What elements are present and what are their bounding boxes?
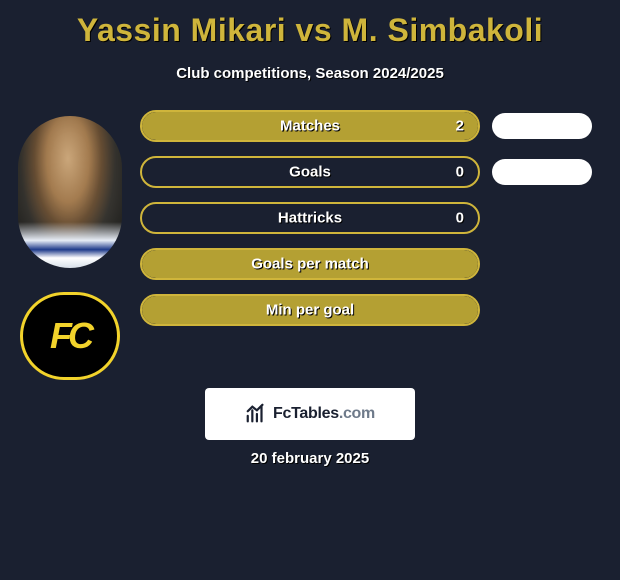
stat-bar-left: Goals 0 (140, 156, 480, 188)
stat-row: Goals per match (140, 248, 612, 280)
club-badge-text: FC (50, 318, 90, 354)
stat-row: Hattricks 0 (140, 202, 612, 234)
stat-bar-left: Goals per match (140, 248, 480, 280)
stat-label: Matches (280, 118, 340, 135)
footer-attribution: FcTables.com (205, 388, 415, 440)
chart-icon (245, 403, 267, 425)
stat-bar-left: Min per goal (140, 294, 480, 326)
club-badge: FC (20, 292, 120, 380)
subtitle: Club competitions, Season 2024/2025 (0, 65, 620, 82)
stat-row: Goals 0 (140, 156, 612, 188)
stat-label: Goals (289, 164, 331, 181)
stat-label: Min per goal (266, 302, 354, 319)
footer-brand-suffix: .com (339, 405, 375, 422)
stat-bars: Matches 2 Goals 0 Hattricks 0 Goals per match M… (140, 110, 620, 380)
content-area: FC Matches 2 Goals 0 Hattricks 0 Goals per mat… (0, 110, 620, 380)
page-title: Yassin Mikari vs M. Simbakoli (0, 0, 620, 49)
stat-value: 0 (456, 164, 464, 181)
stat-label: Hattricks (278, 210, 342, 227)
stat-bar-left: Matches 2 (140, 110, 480, 142)
footer-brand-main: FcTables (273, 405, 339, 422)
player-avatar (18, 116, 122, 268)
footer-date: 20 february 2025 (251, 450, 369, 467)
stat-value: 2 (456, 118, 464, 135)
stat-value: 0 (456, 210, 464, 227)
stat-label: Goals per match (251, 256, 369, 273)
stat-row: Min per goal (140, 294, 612, 326)
stat-row: Matches 2 (140, 110, 612, 142)
left-column: FC (0, 110, 140, 380)
stat-bar-left: Hattricks 0 (140, 202, 480, 234)
footer-brand: FcTables.com (273, 405, 375, 423)
stat-pill-right (492, 113, 592, 139)
stat-pill-right (492, 159, 592, 185)
